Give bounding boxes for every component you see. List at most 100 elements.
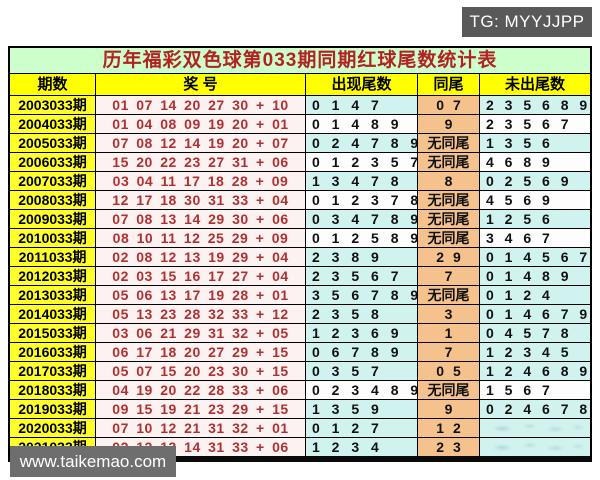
table-row: 2012033期 02 03 15 16 17 27 + 04 2 3 5 6 … [10, 266, 590, 285]
winning-numbers-cell: 07 08 13 14 29 30 + 06 [96, 210, 306, 228]
table-row: 2018033期 04 19 20 22 28 33 + 06 0 2 3 4 … [10, 380, 590, 399]
winning-numbers-cell: 09 15 19 21 23 29 + 15 [96, 400, 306, 418]
same-tail-cell: 1 [418, 324, 480, 342]
winning-numbers-cell: 05 07 15 20 23 30 + 15 [96, 362, 306, 380]
winning-numbers-cell: 05 06 13 17 19 28 + 01 [96, 286, 306, 304]
website-url: www.taikemao.com [19, 451, 167, 471]
period-cell: 2011033期 [10, 248, 96, 266]
winning-numbers-cell: 15 20 22 23 27 31 + 06 [96, 153, 306, 171]
table-title: 历年福彩双色球第033期同期红球尾数统计表 [10, 48, 590, 73]
winning-numbers-cell: 06 17 18 20 27 29 + 15 [96, 343, 306, 361]
appeared-tails-cell: 3 5 6 7 8 9 [306, 286, 418, 304]
missing-tails-cell: 2 3 5 6 8 9 [480, 96, 590, 114]
same-tail-cell: 无同尾 [418, 153, 480, 171]
appeared-tails-cell: 0 1 2 7 [306, 419, 418, 437]
period-cell: 2006033期 [10, 153, 96, 171]
appeared-tails-cell: 1 2 3 4 [306, 438, 418, 456]
missing-tails-cell: 2 3 5 6 7 [480, 115, 590, 133]
winning-numbers-cell: 01 07 14 20 27 30 + 10 [96, 96, 306, 114]
winning-numbers-cell: 07 10 12 21 31 32 + 01 [96, 419, 306, 437]
period-cell: 2012033期 [10, 267, 96, 285]
appeared-tails-cell: 1 3 4 7 8 [306, 172, 418, 190]
period-cell: 2019033期 [10, 400, 96, 418]
period-cell: 2018033期 [10, 381, 96, 399]
winning-numbers-cell: 02 08 12 13 19 29 + 04 [96, 248, 306, 266]
same-tail-cell: 3 [418, 305, 480, 323]
missing-tails-cell: 1 2 4 6 8 9 [480, 362, 590, 380]
same-tail-cell: 无同尾 [418, 210, 480, 228]
appeared-tails-cell: 0 1 4 8 9 [306, 115, 418, 133]
period-cell: 2015033期 [10, 324, 96, 342]
missing-tails-cell: 1 2 5 6 [480, 210, 590, 228]
period-cell: 2007033期 [10, 172, 96, 190]
table-body: 2003033期 01 07 14 20 27 30 + 10 0 1 4 7 … [10, 95, 590, 456]
table-row: 2010033期 08 10 11 12 25 29 + 09 0 1 2 5 … [10, 228, 590, 247]
period-cell: 2016033期 [10, 343, 96, 361]
period-cell: 2005033期 [10, 134, 96, 152]
website-badge: www.taikemao.com [10, 446, 176, 477]
table-row: 2004033期 01 04 08 09 19 20 + 01 0 1 4 8 … [10, 114, 590, 133]
period-cell: 2020033期 [10, 419, 96, 437]
period-cell: 2004033期 [10, 115, 96, 133]
header-same-tail: 同尾 [418, 74, 480, 95]
header-missing-tails: 未出尾数 [504, 76, 565, 93]
missing-tails-cell: 0 1 2 4 [480, 286, 590, 304]
winning-numbers-cell: 02 03 15 16 17 27 + 04 [96, 267, 306, 285]
same-tail-cell: 0 7 [418, 96, 480, 114]
winning-numbers-cell: 12 17 18 30 31 33 + 04 [96, 191, 306, 209]
appeared-tails-cell: 1 3 5 9 [306, 400, 418, 418]
same-tail-cell: 无同尾 [418, 134, 480, 152]
period-cell: 2009033期 [10, 210, 96, 228]
same-tail-cell: 9 [418, 400, 480, 418]
same-tail-cell: 2 9 [418, 248, 480, 266]
missing-tails-cell: 1 3 5 6 [480, 134, 590, 152]
missing-tails-cell: 4 5 6 9 [480, 191, 590, 209]
header-period: 期数 [10, 74, 96, 95]
missing-tails-cell [480, 419, 590, 437]
appeared-tails-cell: 2 3 5 8 [306, 305, 418, 323]
table-row: 2009033期 07 08 13 14 29 30 + 06 0 3 4 7 … [10, 209, 590, 228]
table-row: 2014033期 05 13 23 28 32 33 + 12 2 3 5 8 … [10, 304, 590, 323]
appeared-tails-cell: 0 1 2 5 8 9 [306, 229, 418, 247]
appeared-tails-cell: 2 3 8 9 [306, 248, 418, 266]
table-row: 2015033期 03 06 21 29 31 32 + 05 1 2 3 6 … [10, 323, 590, 342]
same-tail-cell: 1 2 [418, 419, 480, 437]
missing-tails-cell: 0 1 4 5 6 7 [480, 248, 590, 266]
missing-tails-cell: 0 2 5 6 9 [480, 172, 590, 190]
winning-numbers-cell: 08 10 11 12 25 29 + 09 [96, 229, 306, 247]
missing-tails-cell: 0 1 4 6 7 9 [480, 305, 590, 323]
missing-tails-cell [480, 438, 590, 456]
tg-contact-label: TG: MYYJJPP [469, 12, 585, 31]
period-cell: 2008033期 [10, 191, 96, 209]
period-cell: 2017033期 [10, 362, 96, 380]
missing-tails-cell: 1 5 6 7 [480, 381, 590, 399]
missing-tails-cell: 0 4 5 7 8 [480, 324, 590, 342]
period-cell: 2014033期 [10, 305, 96, 323]
missing-tails-cell: 4 6 8 9 [480, 153, 590, 171]
missing-tails-cell: 0 1 4 8 9 [480, 267, 590, 285]
header-winning-numbers: 奖 号 [96, 74, 306, 95]
table-row: 2013033期 05 06 13 17 19 28 + 01 3 5 6 7 … [10, 285, 590, 304]
winning-numbers-cell: 04 19 20 22 28 33 + 06 [96, 381, 306, 399]
appeared-tails-cell: 2 3 5 6 7 [306, 267, 418, 285]
tg-contact-badge: TG: MYYJJPP [462, 7, 592, 37]
winning-numbers-cell: 07 08 12 14 19 20 + 07 [96, 134, 306, 152]
appeared-tails-cell: 0 3 4 7 8 9 [306, 210, 418, 228]
table-row: 2007033期 03 04 11 17 18 28 + 09 1 3 4 7 … [10, 171, 590, 190]
table-row: 2006033期 15 20 22 23 27 31 + 06 0 1 2 3 … [10, 152, 590, 171]
table-header-row: 期数 奖 号 出现尾数 同尾 未出尾数 [10, 73, 590, 95]
appeared-tails-cell: 0 6 7 8 9 [306, 343, 418, 361]
missing-tails-cell: 1 2 3 4 5 [480, 343, 590, 361]
table-row: 2019033期 09 15 19 21 23 29 + 15 1 3 5 9 … [10, 399, 590, 418]
appeared-tails-cell: 0 1 2 3 7 8 [306, 191, 418, 209]
table-row: 2020033期 07 10 12 21 31 32 + 01 0 1 2 7 … [10, 418, 590, 437]
table-row: 2017033期 05 07 15 20 23 30 + 15 0 3 5 7 … [10, 361, 590, 380]
same-tail-cell: 9 [418, 115, 480, 133]
missing-tails-cell: 3 4 6 7 [480, 229, 590, 247]
appeared-tails-cell: 0 3 5 7 [306, 362, 418, 380]
period-cell: 2013033期 [10, 286, 96, 304]
same-tail-cell: 7 [418, 343, 480, 361]
appeared-tails-cell: 0 1 2 3 5 7 [306, 153, 418, 171]
header-appeared-tails: 出现尾数 [306, 74, 418, 95]
period-cell: 2003033期 [10, 96, 96, 114]
